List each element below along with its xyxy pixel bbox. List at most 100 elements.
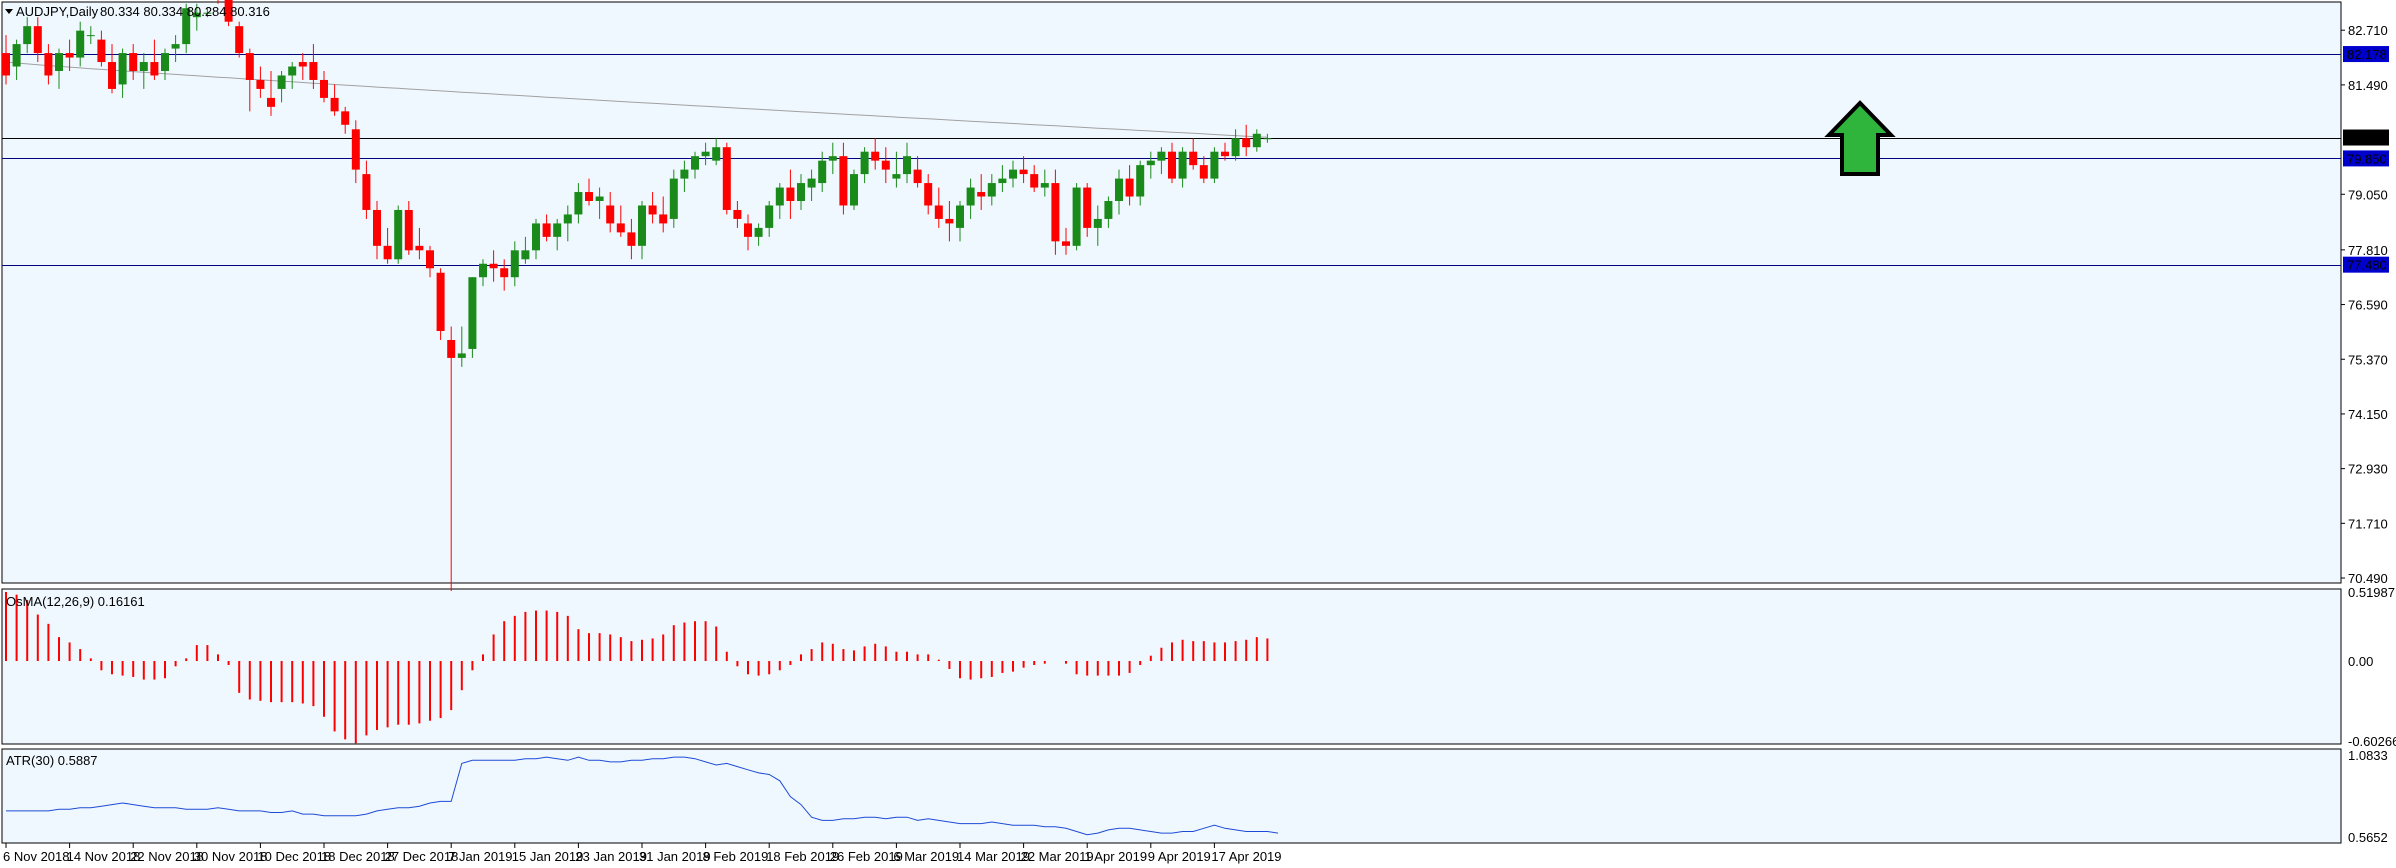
candle-bear [977,192,986,197]
candle-bear [129,53,138,71]
candle-bull [754,227,763,237]
candle-bear [616,223,625,233]
x-tick-label: 23 Jan 2019 [575,849,647,864]
candle-bull [807,178,816,188]
candle-bear [1030,174,1039,188]
osma-tick-label: -0.60266 [2348,734,2396,749]
candle-bull [1263,138,1272,140]
candle-bear [341,111,350,125]
candle-bull [712,147,721,161]
axis-tick-label: 79.050 [2348,187,2388,202]
price-label-text: 80.316 [2347,131,2387,146]
candle-bear [945,218,954,224]
candle-bull [86,35,95,37]
x-tick-label: 6 Nov 2018 [3,849,70,864]
candle-bull [468,277,477,349]
candle-bull [1104,201,1113,219]
axis-tick-label: 81.490 [2348,78,2388,93]
candle-bull [998,178,1007,184]
x-tick-label: 22 Mar 2019 [1021,849,1094,864]
candle-bear [351,129,360,170]
candle-bear [606,205,615,224]
candle-bull [765,205,774,228]
candle-bull [277,75,286,89]
candle-bull [1252,133,1261,148]
price-label-box [2343,129,2389,146]
candle-bear [447,339,456,358]
candle-bear [362,174,371,210]
candle-bear [585,192,593,202]
candle-bull [553,223,562,237]
candle-bull [76,30,85,58]
atr-tick-label: 1.0833 [2348,748,2388,763]
candle-bear [500,268,509,278]
candle-bear [881,160,890,170]
candle-bull [987,183,996,197]
candle-bear [320,79,328,98]
candle-bull [563,214,572,224]
candle-bear [722,147,731,210]
candle-bear [33,26,42,54]
candle-bear [659,214,668,224]
price-label-box [2343,256,2389,273]
x-tick-label: 6 Mar 2019 [893,849,959,864]
candle-bear [373,209,381,246]
dropdown-triangle-icon[interactable] [5,9,13,14]
candle-bull [691,156,699,170]
atr-title: ATR(30) 0.5887 [6,753,98,768]
axis-tick-label: 82.710 [2348,23,2388,38]
x-tick-label: 17 Apr 2019 [1211,849,1281,864]
x-tick-label: 1 Apr 2019 [1084,849,1147,864]
x-tick-label: 26 Feb 2019 [830,849,903,864]
candle-bull [850,174,858,206]
x-tick-label: 9 Apr 2019 [1148,849,1211,864]
candle-bull [1040,183,1049,188]
candle-bull [23,26,32,45]
axis-tick-label: 72.930 [2348,462,2388,477]
candle-bear [224,0,233,22]
up-arrow-icon [1824,100,1896,176]
candle-bear [97,39,106,63]
candle-bear [298,62,307,67]
candle-bear [426,250,434,269]
candle-bull [1210,151,1219,179]
candle-bear [108,62,116,89]
osma-tick-label: 0.51987 [2348,585,2395,600]
candle-bull [55,53,63,71]
candle-bear [436,272,445,332]
candle-bull [1093,218,1102,228]
axis-tick-label: 70.490 [2348,571,2388,586]
candle-bull [903,156,911,175]
candle-bear [235,26,244,54]
candle-bull [394,209,403,260]
x-tick-label: 8 Feb 2019 [703,849,769,864]
candle-bull [701,151,710,157]
axis-tick-label: 74.150 [2348,407,2388,422]
candle-bull [1157,151,1166,161]
candle-bear [871,151,880,161]
ohlc-values: 80.334 80.334 80.284 80.316 [100,4,270,19]
candle-bull [510,250,519,278]
candle-bear [256,79,265,89]
x-tick-label: 22 Nov 2018 [130,849,204,864]
axis-tick-label: 71.710 [2348,516,2388,531]
x-tick-label: 14 Mar 2019 [957,849,1030,864]
candle-bull [1231,138,1240,157]
candle-bear [744,223,752,237]
candle-bear [733,209,742,219]
candle-bull [521,250,530,260]
x-tick-label: 18 Feb 2019 [766,849,839,864]
candle-bull [680,169,689,179]
candle-bull [288,66,297,76]
candle-bull [892,174,901,179]
x-tick-label: 10 Dec 2018 [257,849,331,864]
x-tick-label: 14 Nov 2018 [67,849,141,864]
symbol-title: AUDJPY,Daily [16,4,99,19]
candle-bull [775,187,784,206]
candle-bear [1083,187,1092,228]
candle-bull [1115,178,1123,202]
osma-title: OsMA(12,26,9) 0.16161 [6,594,145,609]
candle-bear [913,169,922,184]
candle-bear [245,53,254,80]
